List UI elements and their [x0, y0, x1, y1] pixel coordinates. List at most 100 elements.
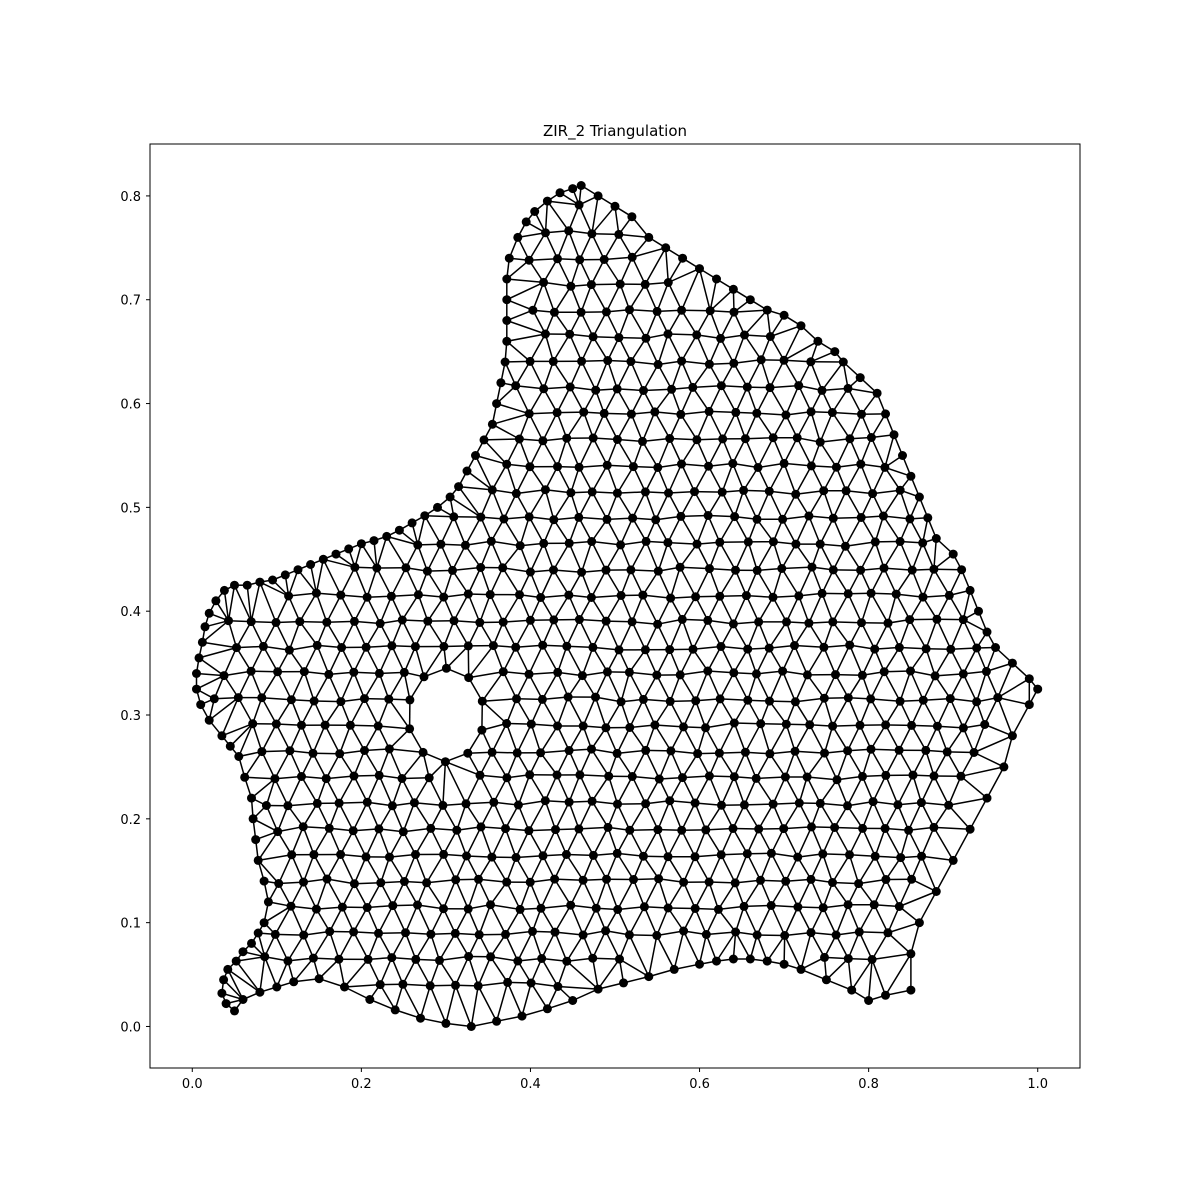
- mesh-node: [754, 824, 764, 834]
- mesh-edge: [796, 437, 813, 467]
- mesh-edge: [695, 670, 709, 702]
- mesh-node: [866, 588, 876, 598]
- mesh-edge: [603, 234, 620, 260]
- mesh-edge: [287, 934, 305, 962]
- mesh-edge: [579, 259, 593, 285]
- mesh-edge: [680, 516, 698, 545]
- mesh-edge: [470, 985, 479, 1027]
- mesh-node: [308, 748, 318, 758]
- mesh-edge: [698, 268, 711, 311]
- mesh-edge: [515, 385, 530, 415]
- mesh-node: [476, 563, 486, 572]
- mesh-edge: [556, 696, 569, 727]
- mesh-node: [563, 692, 573, 702]
- mesh-node: [625, 723, 635, 732]
- mesh-node: [932, 721, 942, 731]
- mesh-edge: [808, 593, 823, 624]
- mesh-edge: [681, 360, 710, 365]
- mesh-node: [564, 538, 574, 548]
- mesh-node: [602, 874, 611, 884]
- x-tick-label: 0.2: [351, 1077, 372, 1092]
- mesh-node: [806, 357, 816, 367]
- mesh-edge: [530, 723, 542, 754]
- mesh-edge: [669, 701, 685, 728]
- mesh-node: [436, 539, 446, 549]
- mesh-edge: [885, 775, 899, 806]
- mesh-edge: [492, 423, 520, 440]
- mesh-node: [587, 537, 597, 546]
- mesh-edge: [746, 386, 758, 414]
- mesh-edge: [899, 670, 912, 702]
- mesh-edge: [811, 566, 823, 594]
- mesh-edge: [781, 568, 800, 597]
- mesh-edge: [781, 645, 796, 672]
- mesh-edge: [759, 880, 772, 906]
- mesh-edge: [819, 803, 836, 828]
- mesh-node: [549, 307, 559, 317]
- mesh-edge: [618, 233, 649, 239]
- mesh-edge: [438, 933, 456, 961]
- mesh-node: [828, 617, 838, 627]
- mesh-node: [946, 644, 956, 654]
- mesh-node: [857, 409, 866, 419]
- mesh-edge: [669, 437, 697, 441]
- mesh-node: [588, 953, 598, 963]
- mesh-edge: [844, 545, 862, 571]
- mesh-edge: [196, 674, 225, 690]
- mesh-edge: [708, 411, 724, 440]
- mesh-edge: [617, 491, 646, 494]
- mesh-edge: [287, 776, 303, 807]
- mesh-node: [790, 697, 800, 707]
- mesh-node: [780, 772, 790, 782]
- mesh-edge: [644, 803, 659, 830]
- mesh-node: [794, 381, 804, 391]
- mesh-node: [831, 670, 840, 680]
- mesh-edge: [591, 283, 621, 286]
- mesh-node: [232, 643, 241, 653]
- mesh-node: [425, 981, 435, 991]
- mesh-edge: [568, 725, 584, 751]
- mesh-node: [504, 253, 514, 263]
- mesh-node: [385, 852, 394, 862]
- mesh-edge: [821, 593, 834, 623]
- mesh-edge: [912, 774, 923, 803]
- mesh-edge: [544, 800, 557, 830]
- mesh-edge: [491, 828, 507, 858]
- mesh-edge: [925, 648, 936, 677]
- mesh-edge: [540, 907, 556, 933]
- mesh-edge: [518, 799, 546, 806]
- mesh-node: [578, 930, 588, 940]
- mesh-node: [857, 670, 867, 680]
- mesh-edge: [578, 204, 593, 235]
- mesh-edge: [759, 723, 771, 755]
- mesh-edge: [352, 801, 368, 832]
- mesh-edge: [734, 853, 748, 884]
- mesh-edge: [630, 337, 647, 362]
- mesh-edge: [769, 753, 787, 778]
- mesh-node: [576, 307, 586, 317]
- mesh-edge: [408, 728, 424, 753]
- mesh-node: [473, 981, 483, 991]
- mesh-edge: [630, 569, 659, 572]
- mesh-node: [765, 696, 774, 706]
- mesh-node: [575, 255, 585, 265]
- mesh-edge: [414, 828, 432, 855]
- mesh-node: [306, 560, 316, 569]
- mesh-node: [334, 954, 344, 964]
- mesh-edge: [329, 906, 344, 932]
- mesh-edge: [781, 493, 797, 520]
- mesh-edge: [391, 957, 404, 985]
- mesh-node: [740, 747, 750, 757]
- mesh-node: [867, 955, 877, 964]
- mesh-node: [821, 975, 831, 985]
- mesh-node: [553, 982, 563, 991]
- mesh-edge: [895, 593, 911, 620]
- mesh-edge: [708, 881, 720, 910]
- mesh-edge: [632, 466, 647, 493]
- mesh-edge: [414, 620, 429, 647]
- mesh-edge: [766, 935, 786, 962]
- mesh-edge: [832, 593, 849, 623]
- mesh-edge: [440, 543, 454, 571]
- mesh-edge: [680, 670, 708, 676]
- mesh-node: [790, 746, 800, 756]
